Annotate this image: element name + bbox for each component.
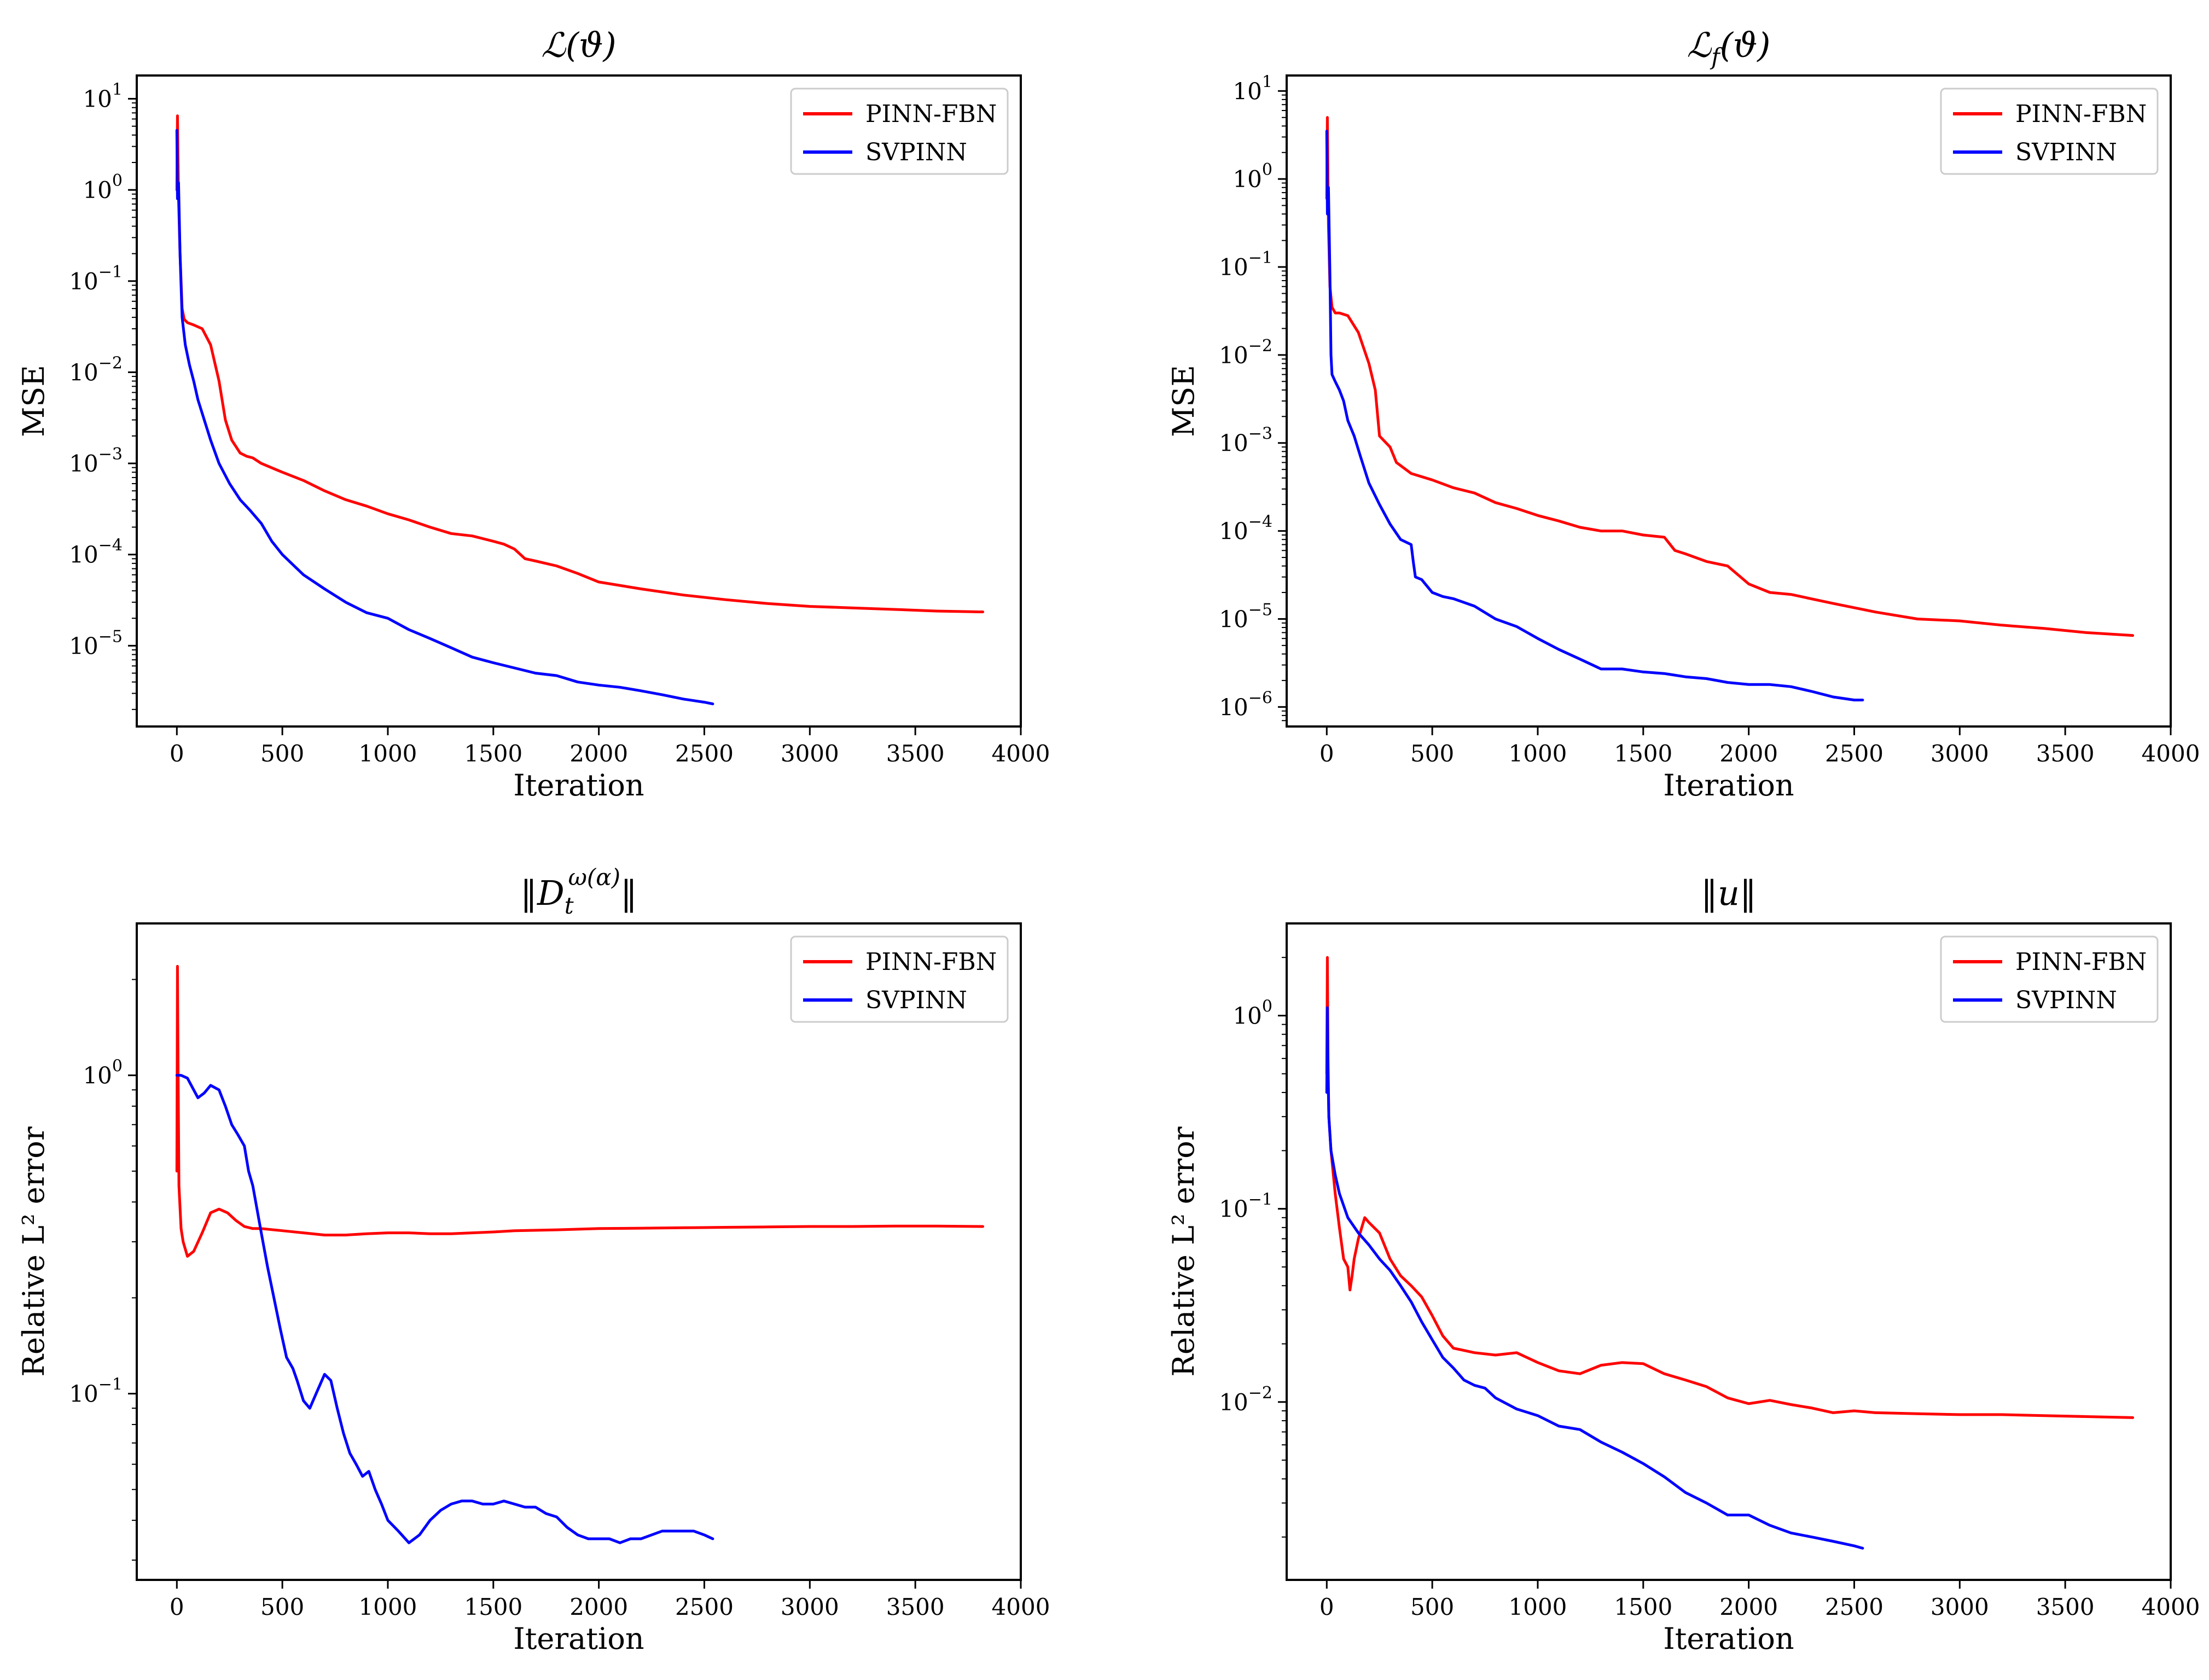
series-line-pinn-fbn — [175, 114, 985, 613]
x-tick-label: 2000 — [569, 740, 628, 767]
x-tick-label: 3000 — [781, 1594, 839, 1620]
x-tick-label: 2500 — [675, 740, 734, 767]
y-tick-label: 10−1 — [69, 1375, 123, 1408]
x-tick-label: 3000 — [1931, 740, 1989, 767]
x-tick-label: 2500 — [1825, 740, 1884, 767]
y-axis-label: MSE — [1166, 365, 1201, 437]
legend: PINN-FBN SVPINN — [1940, 935, 2159, 1023]
y-tick-label: 10−2 — [1219, 1383, 1272, 1416]
y-axis-label: Relative L² error — [1166, 1126, 1201, 1376]
x-axis-label: Iteration — [513, 1621, 644, 1656]
panel-title: ‖Dtω(α)‖ — [520, 864, 637, 919]
legend-label-svpinn: SVPINN — [865, 986, 967, 1014]
x-tick-label: 0 — [170, 1594, 184, 1620]
chart-panel: 0 500 1000 1500 2000 2500 3000 3500 4000 101 100 10… — [16, 25, 1050, 803]
panel-title: ℒf(ϑ) — [1687, 25, 1771, 70]
legend-label-pinn-fbn: PINN-FBN — [865, 100, 997, 128]
series-line-svpinn — [1325, 130, 1864, 702]
chart-panel: 0 500 1000 1500 2000 2500 3000 3500 4000 100 10−1 I… — [16, 864, 1050, 1656]
x-tick-label: 2000 — [1719, 740, 1778, 767]
x-tick-label: 2000 — [1719, 1594, 1778, 1620]
y-tick-label: 10−4 — [1219, 513, 1272, 545]
x-tick-label: 3500 — [2036, 1594, 2095, 1620]
y-tick-label: 10−5 — [1219, 600, 1272, 632]
panel-title: ℒ(ϑ) — [541, 25, 616, 65]
x-axis-label: Iteration — [1663, 1621, 1794, 1656]
chart-panel: 0 500 1000 1500 2000 2500 3000 3500 4000 101 100 10… — [1166, 25, 2200, 803]
y-tick-label: 100 — [1233, 997, 1272, 1029]
x-tick-label: 0 — [1319, 1594, 1334, 1620]
x-tick-label: 1500 — [1614, 740, 1672, 767]
x-tick-label: 500 — [1410, 740, 1454, 767]
x-tick-label: 3000 — [781, 740, 839, 767]
series-line-svpinn — [1325, 1006, 1864, 1550]
x-tick-label: 1500 — [464, 740, 522, 767]
y-tick-label: 10−2 — [1219, 336, 1272, 369]
plot-frame — [136, 74, 1022, 728]
y-tick-label: 10−3 — [69, 445, 123, 477]
x-tick-label: 1000 — [359, 1594, 417, 1620]
y-tick-label: 10−3 — [1219, 425, 1272, 457]
x-tick-label: 4000 — [2142, 740, 2200, 767]
x-tick-label: 1500 — [1614, 1594, 1672, 1620]
x-tick-label: 1500 — [464, 1594, 522, 1620]
x-tick-label: 0 — [1319, 740, 1334, 767]
series-line-pinn-fbn — [1325, 956, 2135, 1419]
series-line-pinn-fbn — [1325, 116, 2135, 637]
x-tick-label: 4000 — [2142, 1594, 2200, 1620]
legend-label-svpinn: SVPINN — [865, 138, 967, 166]
legend: PINN-FBN SVPINN — [790, 88, 1009, 175]
y-tick-label: 100 — [1233, 160, 1272, 193]
legend: PINN-FBN SVPINN — [1940, 88, 2159, 175]
chart-panel: 0 500 1000 1500 2000 2500 3000 3500 4000 100 10−1 1… — [1166, 873, 2200, 1656]
y-tick-label: 100 — [83, 1057, 123, 1089]
x-tick-label: 2500 — [1825, 1594, 1884, 1620]
x-axis-label: Iteration — [513, 768, 644, 803]
x-tick-label: 1000 — [359, 740, 417, 767]
y-tick-label: 10−5 — [69, 627, 123, 659]
x-tick-label: 1000 — [1509, 740, 1567, 767]
y-tick-label: 101 — [83, 80, 123, 113]
y-tick-label: 10−1 — [1219, 1190, 1272, 1223]
legend-label-svpinn: SVPINN — [2015, 138, 2117, 166]
y-tick-label: 10−6 — [1219, 688, 1272, 720]
x-tick-label: 2500 — [675, 1594, 734, 1620]
x-tick-label: 500 — [260, 740, 304, 767]
y-tick-label: 10−1 — [69, 263, 123, 295]
legend-label-pinn-fbn: PINN-FBN — [2015, 948, 2147, 976]
plot-frame — [136, 922, 1022, 1581]
x-tick-label: 4000 — [992, 1594, 1050, 1620]
x-tick-label: 3000 — [1931, 1594, 1989, 1620]
y-axis-label: MSE — [16, 365, 51, 437]
x-tick-label: 3500 — [2036, 740, 2095, 767]
x-tick-label: 500 — [1410, 1594, 1454, 1620]
legend: PINN-FBN SVPINN — [790, 935, 1009, 1023]
y-tick-label: 10−1 — [1219, 248, 1272, 281]
y-tick-label: 10−2 — [69, 353, 123, 386]
y-tick-label: 100 — [83, 171, 123, 204]
panel-title: ‖u‖ — [1701, 873, 1757, 913]
y-axis-label: Relative L² error — [16, 1126, 51, 1376]
x-tick-label: 500 — [260, 1594, 304, 1620]
y-tick-label: 10−4 — [69, 536, 123, 568]
x-tick-label: 2000 — [569, 1594, 628, 1620]
y-tick-label: 101 — [1233, 72, 1272, 104]
legend-label-svpinn: SVPINN — [2015, 986, 2117, 1014]
series-line-svpinn — [175, 129, 714, 706]
x-tick-label: 0 — [170, 740, 184, 767]
legend-label-pinn-fbn: PINN-FBN — [2015, 100, 2147, 128]
x-tick-label: 3500 — [886, 740, 945, 767]
x-tick-label: 1000 — [1509, 1594, 1567, 1620]
legend-label-pinn-fbn: PINN-FBN — [865, 948, 997, 976]
series-line-svpinn — [175, 1074, 714, 1544]
x-tick-label: 3500 — [886, 1594, 945, 1620]
x-tick-label: 4000 — [992, 740, 1050, 767]
x-axis-label: Iteration — [1663, 768, 1794, 803]
series-line-pinn-fbn — [175, 964, 985, 1258]
